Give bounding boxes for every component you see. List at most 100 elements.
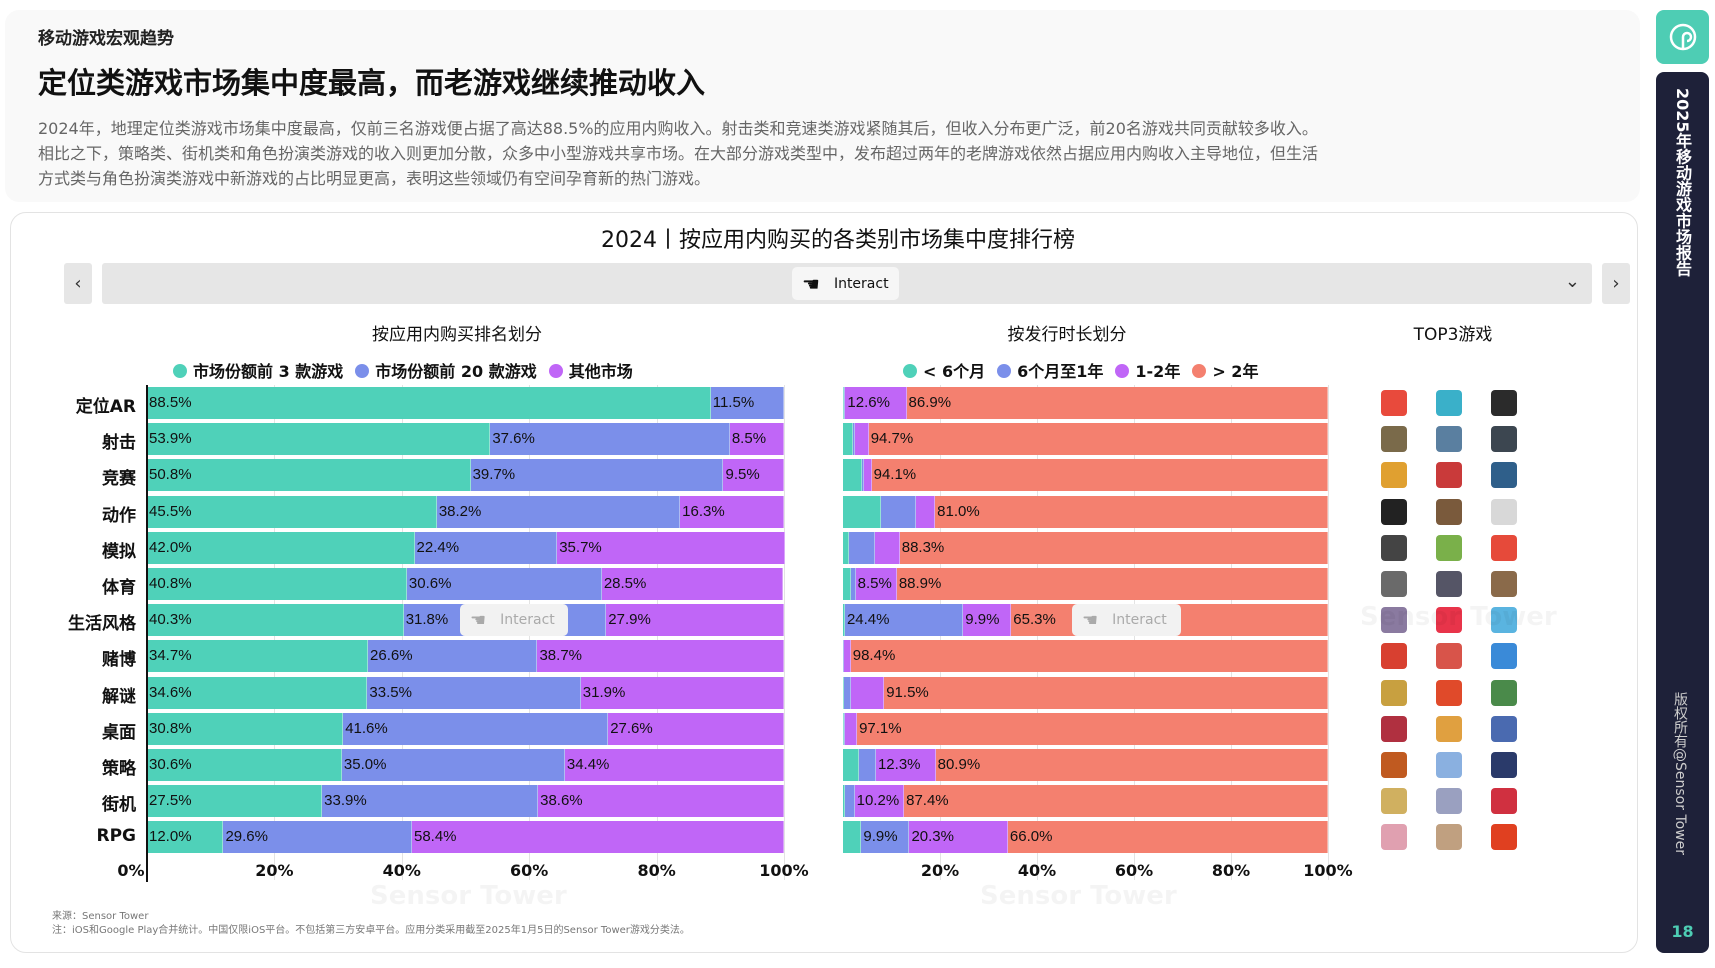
game-app-icon[interactable] [1381,498,1407,525]
bar-segment[interactable] [843,459,862,492]
bar-segment[interactable] [147,676,368,709]
game-app-icon[interactable] [1491,534,1517,561]
bar-segment[interactable] [884,676,1328,709]
game-app-icon[interactable] [1436,643,1462,670]
bar-segment[interactable] [680,495,784,528]
bar-segment[interactable] [343,712,609,745]
bar-segment[interactable] [863,459,872,492]
game-app-icon[interactable] [1381,715,1407,742]
logo-button[interactable] [1656,10,1709,64]
bar-segment[interactable] [845,387,907,419]
bar-segment[interactable] [406,568,602,600]
bar-segment[interactable] [147,640,369,673]
bar-segment[interactable] [490,423,730,456]
bar-segment[interactable] [843,495,882,528]
game-app-icon[interactable] [1436,607,1462,634]
bar-segment[interactable] [223,821,412,854]
bar-segment[interactable] [147,459,471,492]
game-app-icon[interactable] [1381,788,1407,815]
game-app-icon[interactable] [1381,390,1407,416]
bar-segment[interactable] [845,785,855,818]
bar-segment[interactable] [849,531,875,564]
bar-segment[interactable] [729,423,784,456]
game-app-icon[interactable] [1381,679,1407,706]
bar-segment[interactable] [147,749,342,781]
bar-segment[interactable] [557,531,785,564]
bar-segment[interactable] [147,568,407,600]
bar-segment[interactable] [861,459,864,492]
bar-segment[interactable] [843,387,844,419]
bar-segment[interactable] [414,531,558,564]
bar-segment[interactable] [367,676,581,709]
bar-segment[interactable] [861,821,910,854]
bar-segment[interactable] [368,640,538,673]
legend-item[interactable]: 1-2年 [1115,358,1180,382]
game-app-icon[interactable] [1381,426,1407,453]
bar-segment[interactable] [904,785,1328,818]
bar-segment[interactable] [723,459,784,492]
bar-segment[interactable] [580,676,784,709]
bar-segment[interactable] [608,712,784,745]
bar-segment[interactable] [853,423,855,456]
bar-segment[interactable] [854,785,905,818]
bar-segment[interactable] [538,785,784,818]
bar-segment[interactable] [564,749,784,781]
bar-segment[interactable] [147,495,437,528]
bar-segment[interactable] [843,531,850,564]
prev-button[interactable]: ‹ [64,263,92,304]
bar-segment[interactable] [147,821,224,854]
game-app-icon[interactable] [1491,788,1517,815]
bar-segment[interactable] [859,749,876,781]
interact-button[interactable]: ☚ Interact [792,267,899,300]
game-app-icon[interactable] [1381,534,1407,561]
bar-segment[interactable] [843,423,854,456]
game-app-icon[interactable] [1491,752,1517,778]
game-app-icon[interactable] [1436,679,1462,706]
bar-segment[interactable] [710,387,784,419]
game-app-icon[interactable] [1436,571,1462,597]
bar-segment[interactable] [857,712,1328,745]
bar-segment[interactable] [411,821,784,854]
bar-segment[interactable] [341,749,565,781]
bar-segment[interactable] [843,821,862,854]
bar-segment[interactable] [147,387,711,419]
game-app-icon[interactable] [1381,643,1407,670]
bar-segment[interactable] [850,676,885,709]
bar-segment[interactable] [470,459,724,492]
interact-overlay[interactable]: ☚ Interact [460,604,568,636]
bar-segment[interactable] [537,640,784,673]
bar-segment[interactable] [147,604,404,637]
bar-segment[interactable] [881,495,916,528]
game-app-icon[interactable] [1381,752,1407,778]
bar-segment[interactable] [844,676,851,709]
bar-segment[interactable] [843,604,845,637]
bar-segment[interactable] [843,749,860,781]
game-app-icon[interactable] [1491,426,1517,453]
legend-item[interactable]: < 6个月 [903,358,985,382]
game-app-icon[interactable] [1491,390,1517,416]
game-app-icon[interactable] [1381,462,1407,489]
game-app-icon[interactable] [1381,571,1407,597]
bar-segment[interactable] [844,712,846,745]
game-app-icon[interactable] [1491,643,1517,670]
bar-segment[interactable] [843,785,846,818]
legend-item[interactable]: 6个月至1年 [997,358,1103,382]
bar-segment[interactable] [601,568,784,600]
bar-segment[interactable] [147,785,323,818]
bar-segment[interactable] [843,640,851,673]
bar-segment[interactable] [963,604,1012,637]
legend-item[interactable]: > 2年 [1192,358,1258,382]
bar-segment[interactable] [874,531,900,564]
legend-item[interactable]: 市场份额前 20 款游戏 [355,358,537,382]
game-app-icon[interactable] [1436,426,1462,453]
game-app-icon[interactable] [1436,462,1462,489]
game-app-icon[interactable] [1491,679,1517,706]
bar-segment[interactable] [906,387,1328,419]
bar-segment[interactable] [875,749,936,781]
bar-segment[interactable] [935,749,1328,781]
bar-segment[interactable] [1007,821,1328,854]
bar-segment[interactable] [843,712,845,745]
bar-segment[interactable] [915,495,936,528]
bar-segment[interactable] [322,785,539,818]
game-app-icon[interactable] [1491,571,1517,597]
